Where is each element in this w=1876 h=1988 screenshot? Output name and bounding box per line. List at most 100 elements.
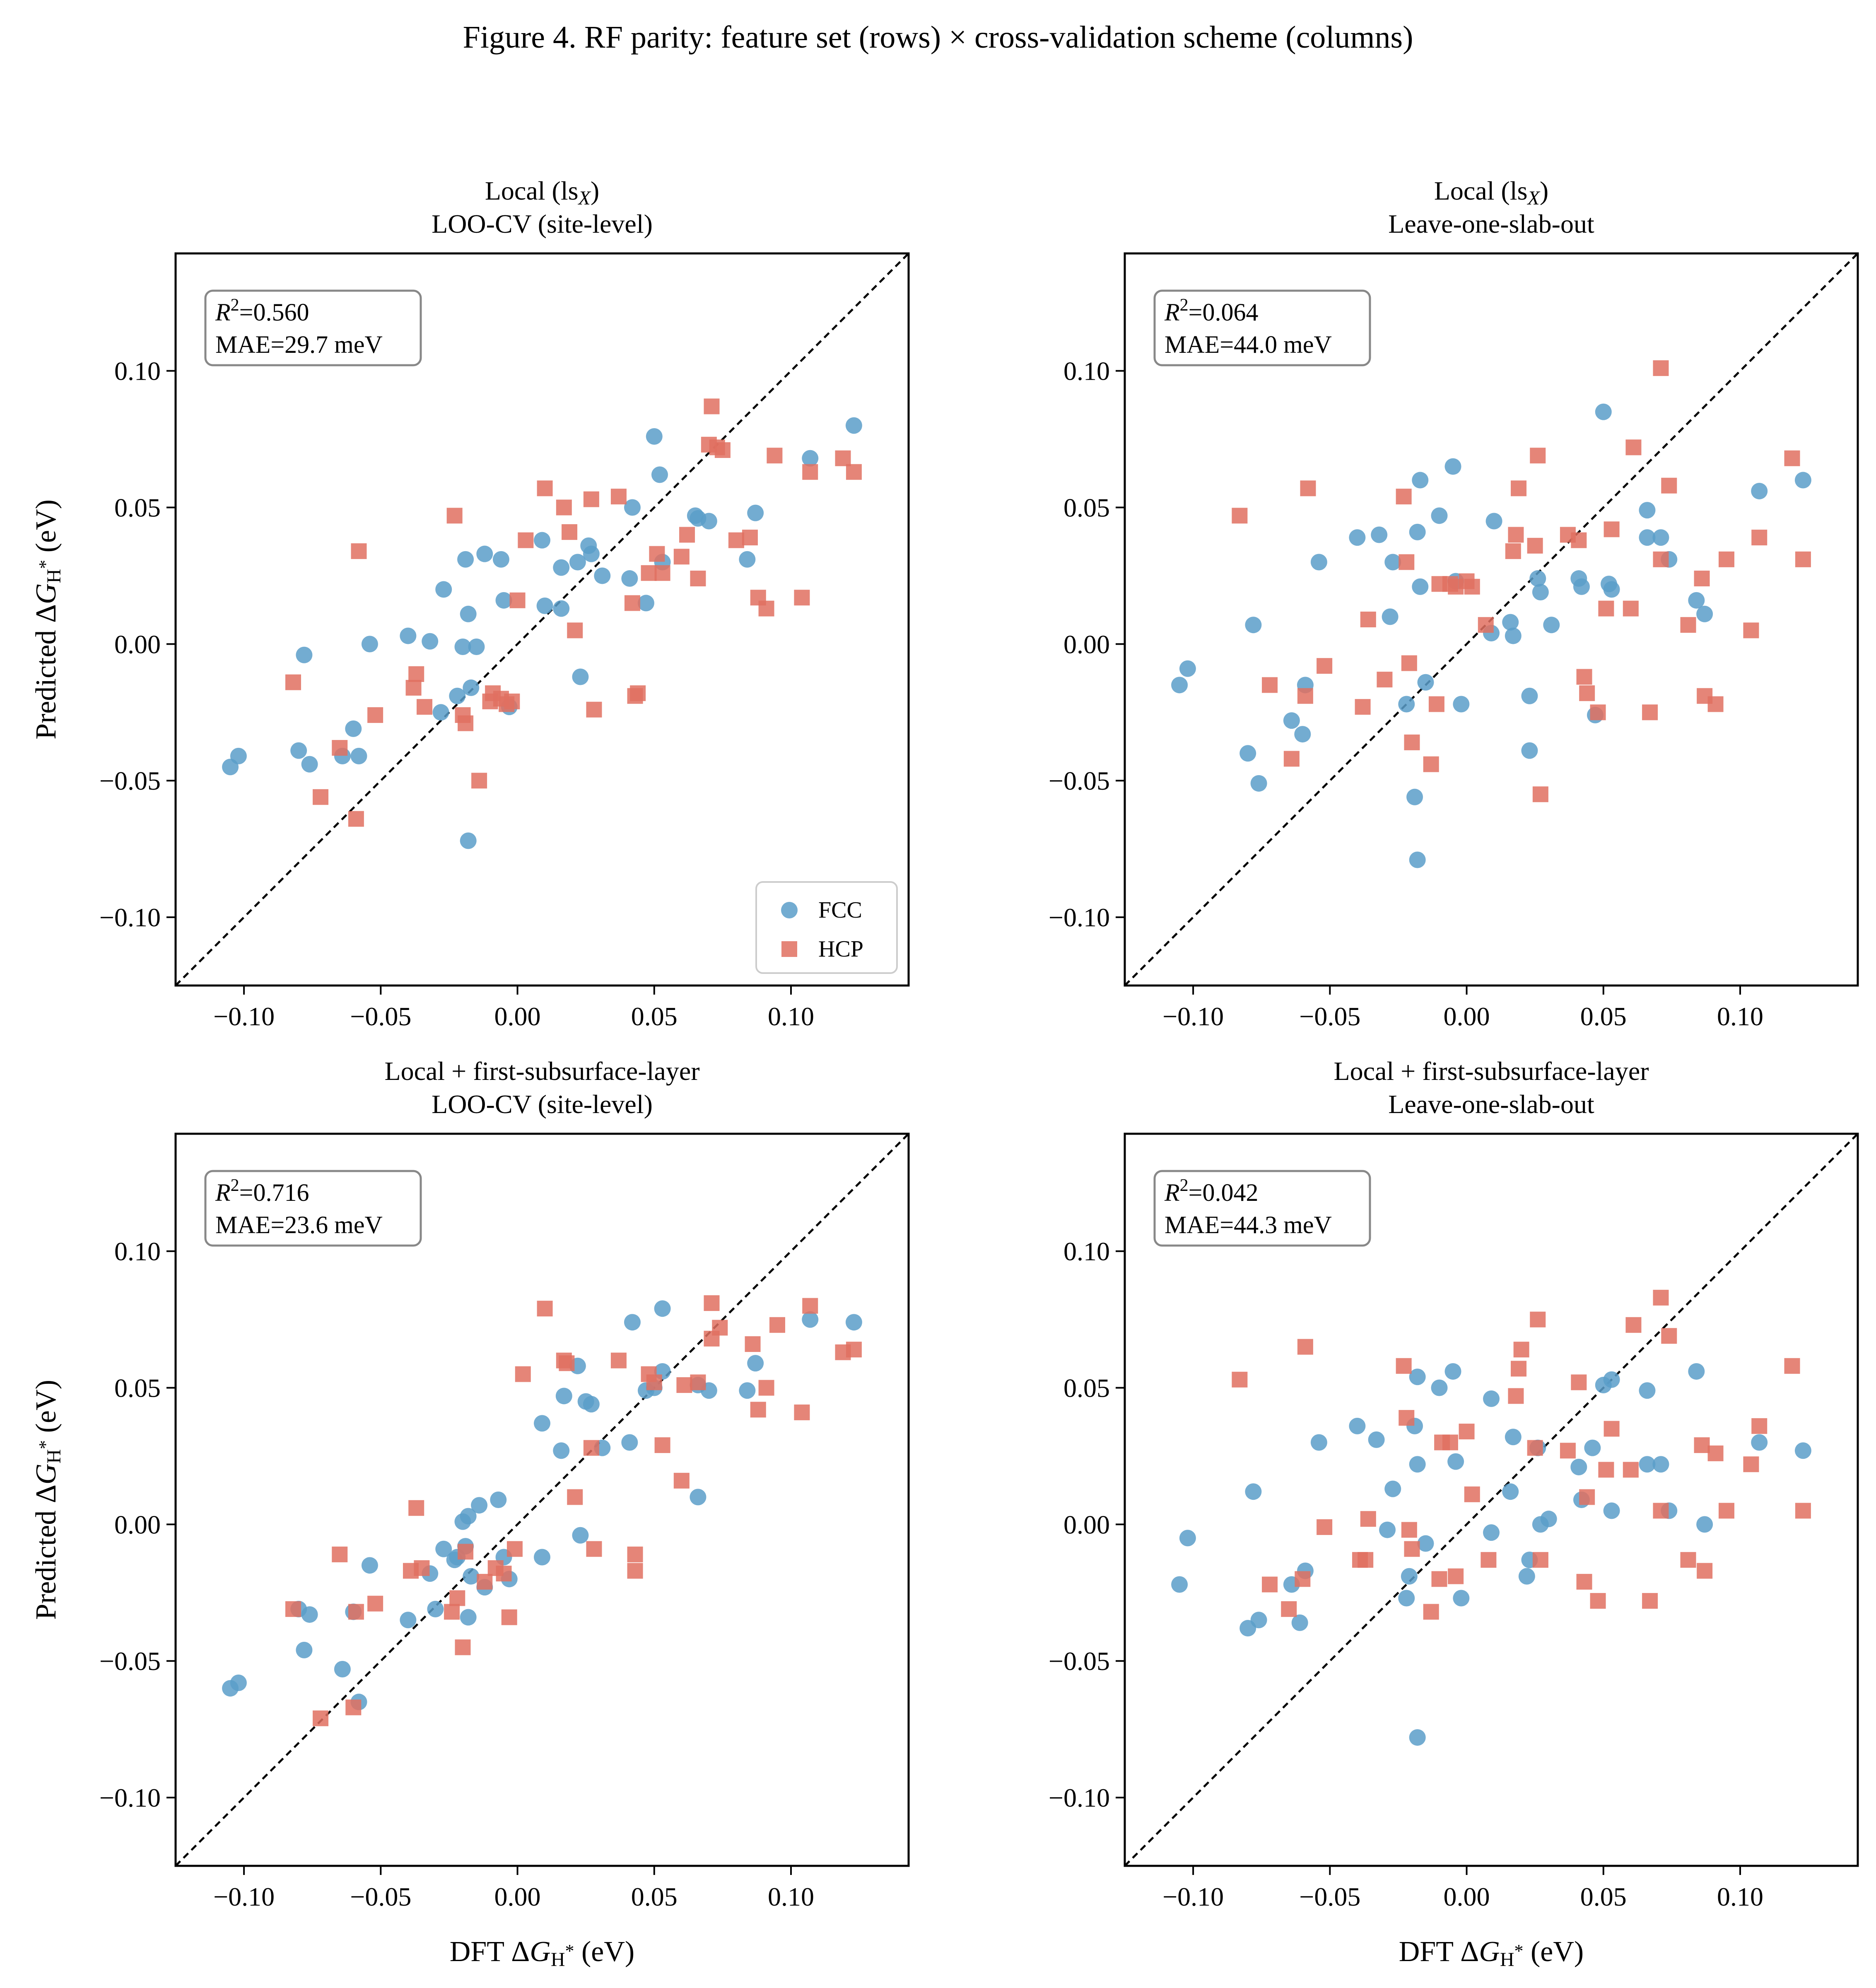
fcc-point bbox=[1751, 1434, 1768, 1451]
hcp-point bbox=[348, 811, 364, 827]
hcp-point bbox=[506, 1541, 523, 1557]
hcp-point bbox=[1401, 1522, 1417, 1538]
fcc-point bbox=[1384, 554, 1401, 571]
fcc-point bbox=[1794, 1442, 1811, 1459]
hcp-point bbox=[332, 1546, 348, 1562]
fcc-point bbox=[1409, 851, 1426, 868]
hcp-point bbox=[1653, 551, 1669, 567]
hcp-point bbox=[704, 398, 720, 414]
fcc-point bbox=[1444, 1363, 1461, 1380]
hcp-point bbox=[1653, 360, 1669, 376]
legend-fcc-label: FCC bbox=[818, 897, 862, 923]
hcp-point bbox=[627, 1546, 643, 1562]
x-tick-label: 0.00 bbox=[494, 1882, 541, 1911]
hcp-point bbox=[742, 530, 758, 546]
fcc-point bbox=[700, 513, 717, 530]
panel-1: −0.10 −0.05 0.00 0.05 0.10 −0.10 −0.05 0.00 0.05… bbox=[30, 176, 910, 1031]
panel-3: −0.10 −0.05 0.00 0.05 0.10 −0.10 −0.05 0.00 0.05… bbox=[30, 1056, 910, 1971]
fcc-point bbox=[490, 1492, 507, 1508]
fcc-point bbox=[345, 720, 362, 737]
fcc-point bbox=[1570, 1458, 1587, 1475]
x-tick-label: 0.10 bbox=[768, 1002, 814, 1031]
hcp-point bbox=[769, 1317, 785, 1333]
metrics-annotation: R2=0.560 MAE=29.7 meV bbox=[204, 289, 422, 366]
fcc-point bbox=[1379, 1521, 1396, 1538]
hcp-point bbox=[641, 565, 657, 581]
annotation-box bbox=[204, 289, 422, 366]
x-tick-label: 0.05 bbox=[631, 1002, 678, 1031]
fcc-point bbox=[290, 742, 307, 759]
y-tick-label: 0.10 bbox=[1063, 1237, 1110, 1266]
annotation-box bbox=[204, 1170, 422, 1247]
fcc-point bbox=[1310, 554, 1327, 571]
x-tick-label: 0.00 bbox=[1444, 1882, 1490, 1911]
fcc-point bbox=[400, 1612, 417, 1629]
hcp-point bbox=[1604, 1421, 1620, 1437]
data-marks bbox=[176, 253, 909, 986]
hcp-point bbox=[1718, 1503, 1734, 1519]
x-tick-label: −0.05 bbox=[350, 1002, 411, 1031]
fcc-point bbox=[230, 747, 247, 764]
hcp-point bbox=[673, 1472, 690, 1489]
fcc-point bbox=[1518, 1568, 1535, 1585]
hcp-point bbox=[509, 592, 526, 608]
fcc-point bbox=[1688, 1363, 1705, 1380]
hcp-point bbox=[556, 499, 572, 516]
hcp-point bbox=[794, 590, 810, 606]
fcc-point bbox=[1171, 1576, 1188, 1593]
y-tick-label: −0.05 bbox=[1049, 766, 1110, 795]
hcp-point bbox=[690, 571, 706, 587]
fcc-point bbox=[1453, 696, 1470, 713]
hcp-point bbox=[444, 1604, 460, 1620]
hcp-point bbox=[1401, 655, 1417, 671]
fcc-point bbox=[476, 545, 493, 562]
hcp-point bbox=[654, 1437, 670, 1453]
fcc-point bbox=[1652, 529, 1669, 546]
fcc-point bbox=[1543, 617, 1560, 634]
series-hcp bbox=[1232, 360, 1811, 802]
x-tick-label: −0.05 bbox=[350, 1882, 411, 1911]
fcc-point bbox=[1505, 627, 1522, 644]
fcc-point bbox=[1603, 1371, 1620, 1388]
hcp-point bbox=[1718, 551, 1734, 567]
hcp-point bbox=[1784, 1358, 1800, 1374]
series-hcp bbox=[285, 1295, 862, 1726]
hcp-point bbox=[1579, 1489, 1595, 1505]
fcc-point bbox=[1453, 1590, 1470, 1607]
fcc-point bbox=[553, 600, 570, 617]
hcp-point bbox=[1743, 1456, 1759, 1472]
hcp-point bbox=[1508, 1388, 1524, 1404]
fcc-point bbox=[1584, 1439, 1601, 1456]
fcc-point bbox=[449, 687, 466, 704]
hcp-point bbox=[446, 508, 463, 524]
legend-hcp-marker bbox=[781, 941, 797, 957]
hcp-point bbox=[1297, 1339, 1313, 1355]
fcc-point bbox=[1349, 1417, 1366, 1434]
fcc-point bbox=[1639, 1456, 1656, 1473]
x-tick-label: 0.05 bbox=[1580, 1882, 1627, 1911]
data-marks bbox=[176, 1134, 909, 1866]
fcc-point bbox=[435, 1540, 452, 1557]
hcp-point bbox=[1360, 612, 1376, 627]
fcc-point bbox=[747, 1355, 764, 1372]
hcp-point bbox=[802, 464, 818, 480]
hcp-point bbox=[794, 1404, 810, 1420]
hcp-point bbox=[562, 524, 578, 540]
fcc-point bbox=[1409, 1456, 1426, 1473]
fcc-point bbox=[1447, 1453, 1464, 1470]
hcp-point bbox=[1743, 622, 1759, 639]
x-tick-label: −0.10 bbox=[1162, 1882, 1224, 1911]
fcc-point bbox=[621, 1434, 638, 1451]
fcc-point bbox=[1382, 608, 1399, 625]
fcc-point bbox=[553, 559, 570, 576]
hcp-point bbox=[477, 1574, 493, 1590]
fcc-point bbox=[230, 1675, 247, 1691]
fcc-point bbox=[572, 668, 589, 685]
fcc-point bbox=[1639, 529, 1656, 546]
hcp-point bbox=[1751, 530, 1767, 546]
x-tick-label: −0.10 bbox=[213, 1882, 275, 1911]
parity-line bbox=[1125, 1134, 1858, 1866]
hcp-point bbox=[676, 1377, 692, 1393]
hcp-point bbox=[1399, 554, 1415, 570]
hcp-point bbox=[1464, 578, 1480, 595]
